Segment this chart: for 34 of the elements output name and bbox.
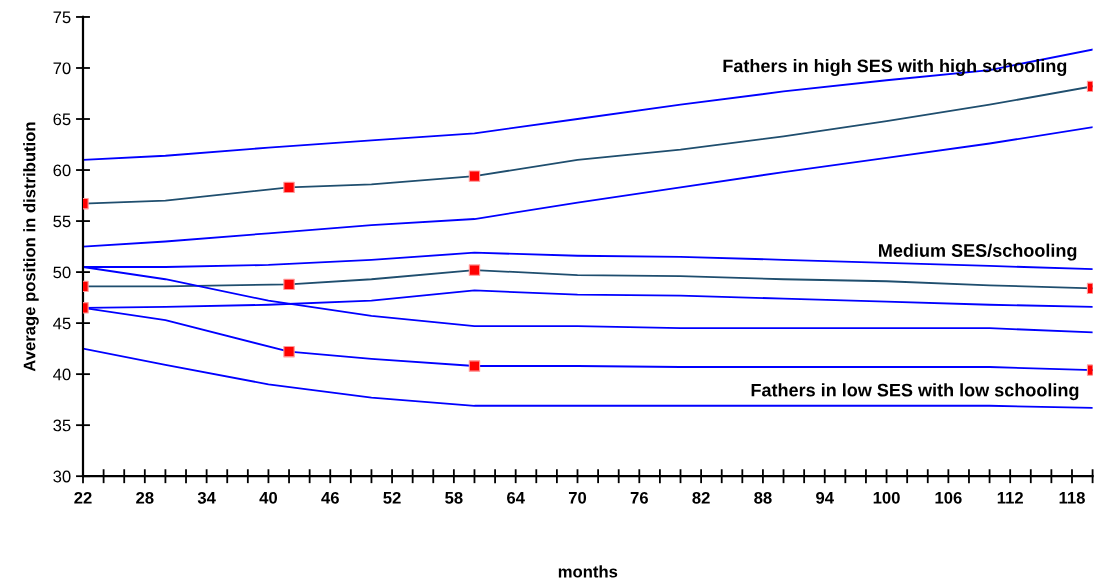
x-tick-label: 106 bbox=[935, 491, 962, 504]
x-tick-label: 46 bbox=[321, 491, 339, 504]
x-tick-label: 28 bbox=[136, 491, 154, 504]
line-series bbox=[83, 347, 1093, 409]
annotation: Medium SES/schooling bbox=[879, 243, 1077, 261]
y-tick-label: 75 bbox=[53, 11, 71, 24]
y-tick-label: 30 bbox=[53, 470, 71, 483]
x-tick-label: 88 bbox=[754, 491, 772, 504]
line-series bbox=[83, 48, 1093, 161]
x-tick-label: 52 bbox=[383, 491, 401, 504]
x-tick-label: 58 bbox=[445, 491, 463, 504]
y-tick-label: 45 bbox=[53, 317, 71, 330]
x-tick-label: 94 bbox=[816, 491, 834, 504]
y-tick-label: 65 bbox=[53, 113, 71, 126]
x-tick-label: 82 bbox=[692, 491, 710, 504]
annotation: Fathers in low SES with low schooling bbox=[751, 383, 1079, 401]
x-axis-title: months bbox=[558, 565, 618, 578]
x-tick-label: 40 bbox=[259, 491, 278, 504]
x-tick-label: 76 bbox=[630, 491, 648, 504]
y-tick-label: 70 bbox=[53, 62, 71, 75]
x-tick-label: 22 bbox=[74, 491, 92, 504]
y-axis-title: Average position in distribution bbox=[23, 122, 39, 372]
y-tick-label: 40 bbox=[53, 368, 71, 381]
x-tick-label: 70 bbox=[568, 491, 587, 504]
x-tick-label: 100 bbox=[873, 491, 900, 504]
y-tick-label: 50 bbox=[53, 266, 71, 279]
annotation: Fathers in high SES with high schooling bbox=[723, 59, 1067, 76]
x-tick-label: 34 bbox=[197, 491, 216, 504]
x-tick-label: 118 bbox=[1059, 491, 1085, 504]
x-tick-label: 112 bbox=[997, 491, 1023, 504]
y-tick-label: 55 bbox=[53, 215, 71, 228]
y-tick-label: 35 bbox=[53, 419, 71, 432]
x-tick-label: 64 bbox=[507, 491, 525, 504]
y-tick-label: 60 bbox=[53, 164, 71, 177]
